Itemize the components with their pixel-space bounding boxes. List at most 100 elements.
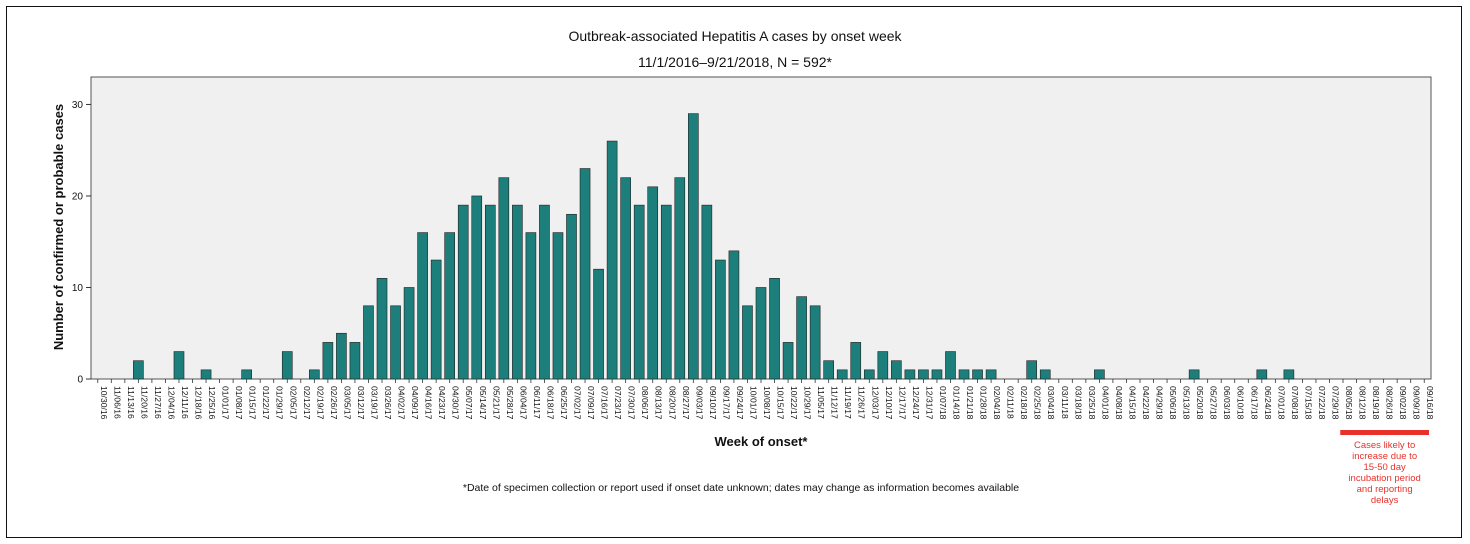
x-tick-label: 02/25/18: [1033, 386, 1043, 420]
x-tick-label: 12/18/16: [194, 386, 204, 420]
x-tick-label: 07/29/18: [1330, 386, 1340, 420]
bar: [633, 204, 645, 380]
chart-subtitle: 11/1/2016–9/21/2018, N = 592*: [638, 54, 833, 70]
x-tick-label: 02/11/18: [1006, 386, 1016, 419]
bar: [863, 369, 875, 380]
bar: [931, 369, 943, 380]
x-tick-label: 06/25/17: [559, 386, 569, 420]
bar: [336, 332, 347, 380]
x-tick-label: 08/19/18: [1371, 386, 1381, 420]
x-tick-label: 08/05/18: [1344, 386, 1354, 420]
x-tick-label: 07/23/17: [613, 386, 623, 420]
x-tick-label: 04/15/18: [1127, 386, 1137, 420]
bar: [376, 278, 388, 380]
x-tick-label: 01/28/18: [979, 386, 989, 420]
x-axis-label: Week of onset*: [715, 434, 809, 449]
bar: [525, 232, 537, 380]
x-tick-label: 05/13/18: [1182, 386, 1192, 420]
x-tick-label: 04/29/18: [1155, 386, 1165, 420]
bar: [444, 232, 455, 380]
x-tick-label: 02/18/18: [1019, 386, 1029, 420]
annotation-range-bar: [1340, 430, 1429, 435]
chart-title: Outbreak-associated Hepatitis A cases by…: [568, 28, 902, 44]
bar: [850, 342, 862, 380]
bar: [484, 204, 496, 380]
x-tick-label: 08/26/18: [1385, 386, 1395, 420]
y-axis-label: Number of confirmed or probable cases: [51, 104, 66, 350]
bar: [1188, 369, 1200, 380]
x-tick-label: 02/12/17: [302, 386, 312, 420]
y-axis: 0 10 20 30: [72, 100, 91, 386]
bar: [742, 305, 753, 380]
x-tick-label: 01/01/17: [221, 386, 231, 420]
bar: [782, 342, 794, 380]
bar: [349, 342, 361, 380]
bar: [1026, 360, 1038, 380]
x-tick-label: 05/27/18: [1209, 386, 1219, 420]
x-tick-label: 01/08/17: [234, 386, 244, 420]
x-tick-label: 05/07/17: [464, 386, 474, 420]
x-tick-label: 12/31/17: [924, 386, 934, 420]
bar: [660, 204, 672, 380]
bar: [593, 268, 604, 380]
x-tick-label: 09/17/17: [721, 386, 731, 420]
bar: [958, 369, 970, 380]
bar: [1283, 369, 1295, 380]
x-tick-label: 01/14/18: [951, 386, 961, 420]
x-tick-label: 12/03/17: [870, 386, 880, 420]
x-tick-label: 11/19/17: [843, 386, 853, 419]
bar: [891, 360, 902, 380]
y-tick-label: 0: [77, 375, 83, 386]
x-tick-label: 02/05/17: [288, 386, 298, 420]
bar: [1256, 369, 1268, 380]
bar: [796, 296, 807, 380]
bar: [715, 259, 726, 380]
bar: [606, 140, 618, 380]
x-tick-label: 01/21/18: [965, 386, 975, 420]
x-tick-label: 12/04/16: [166, 386, 176, 420]
y-tick-label: 30: [72, 100, 84, 111]
x-tick-label: 01/22/17: [261, 386, 271, 420]
x-tick-label: 02/19/17: [315, 386, 325, 420]
bar: [363, 305, 374, 380]
x-axis-tick-labels: 10/30/16 11/06/16 11/13/16 11/20/16 11/27/16…: [97, 379, 1435, 420]
x-tick-label: 09/16/18: [1425, 386, 1435, 420]
bar: [430, 259, 442, 380]
x-tick-label: 12/17/17: [897, 386, 907, 420]
bar: [322, 342, 334, 380]
bar: [674, 177, 686, 380]
bar: [309, 369, 320, 380]
annotation-line: and reporting: [1357, 484, 1413, 495]
x-tick-label: 03/18/18: [1073, 386, 1083, 420]
x-tick-label: 04/09/17: [410, 386, 420, 420]
x-tick-label: 09/03/17: [694, 386, 704, 420]
annotation-text: Cases likely to increase due to 15-50 day i…: [1348, 440, 1420, 506]
x-tick-label: 03/12/17: [356, 386, 366, 420]
bar: [769, 278, 780, 380]
bar: [417, 232, 428, 380]
x-tick-label: 09/09/18: [1412, 386, 1422, 420]
x-tick-label: 11/12/17: [830, 386, 840, 419]
x-tick-label: 11/05/17: [816, 386, 826, 419]
x-tick-label: 05/21/17: [491, 386, 501, 420]
x-tick-label: 03/11/18: [1060, 386, 1070, 419]
bar: [539, 204, 550, 380]
x-tick-label: 03/26/17: [383, 386, 393, 420]
x-tick-label: 04/22/18: [1141, 386, 1151, 420]
x-tick-label: 10/08/17: [762, 386, 772, 420]
bar: [457, 204, 469, 380]
x-tick-label: 05/14/17: [478, 386, 488, 420]
x-tick-label: 02/26/17: [329, 386, 339, 420]
x-tick-label: 10/01/17: [748, 386, 758, 420]
x-tick-label: 07/22/18: [1317, 386, 1327, 420]
footnote: *Date of specimen collection or report u…: [463, 482, 1019, 494]
x-tick-label: 06/17/18: [1249, 386, 1259, 420]
bar: [620, 177, 631, 380]
x-tick-label: 09/24/17: [735, 386, 745, 420]
bar: [877, 351, 889, 380]
x-tick-label: 07/16/17: [600, 386, 610, 420]
bar: [200, 369, 212, 380]
x-tick-label: 08/27/17: [681, 386, 691, 420]
x-tick-label: 06/18/17: [545, 386, 555, 420]
x-tick-label: 12/10/17: [884, 386, 894, 420]
